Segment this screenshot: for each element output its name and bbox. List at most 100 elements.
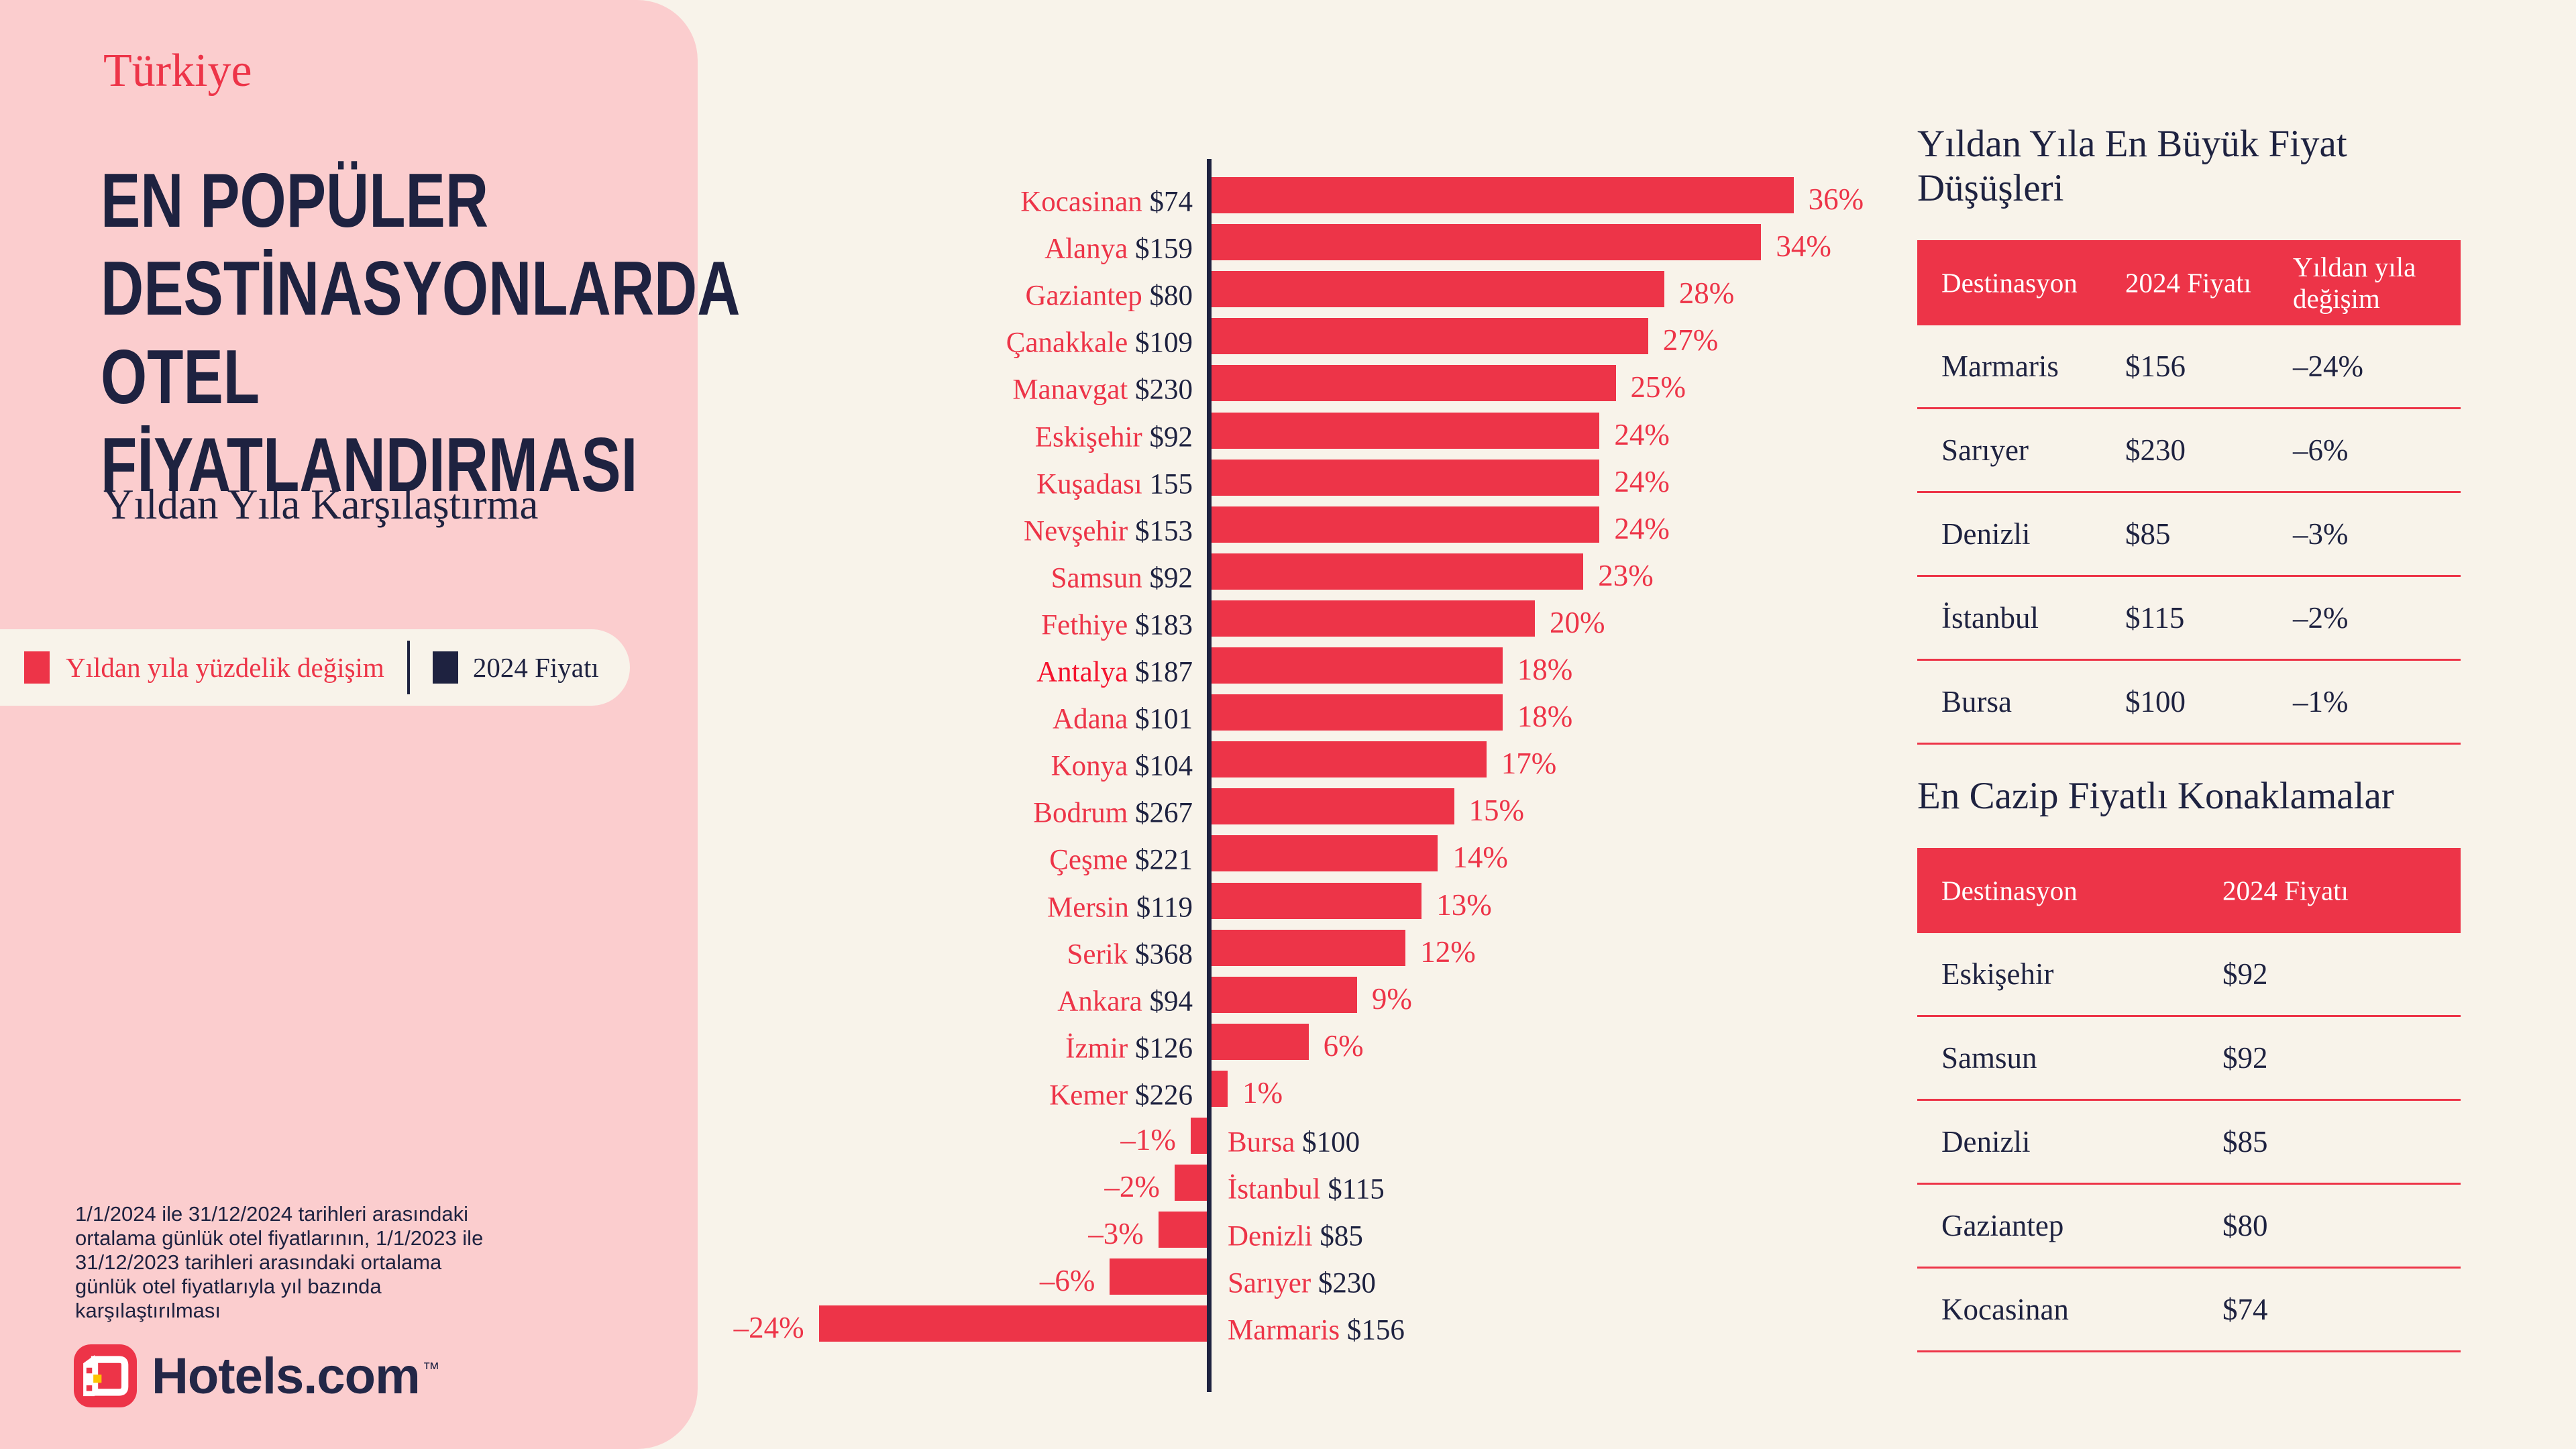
bar-label-İstanbul: İstanbul $115: [1228, 1173, 1385, 1206]
legend-swatch-change: [24, 651, 50, 684]
price-2024: $368: [1128, 938, 1193, 971]
table-row: Denizli $85: [1917, 1101, 2461, 1185]
pct-label-Serik: 12%: [1420, 934, 1476, 969]
city-name: Serik: [1067, 938, 1128, 971]
cell-destination: Samsun: [1941, 1041, 2037, 1075]
city-name: Konya: [1051, 750, 1128, 782]
table-row: Marmaris $156 –24%: [1917, 325, 2461, 409]
price-2024: $226: [1128, 1079, 1193, 1112]
bar-label-Çeşme: Çeşme $221: [1049, 844, 1193, 877]
bar-label-Bodrum: Bodrum $267: [1033, 797, 1193, 830]
bar-label-Kemer: Kemer $226: [1049, 1079, 1193, 1112]
pct-label-İstanbul: –2%: [1104, 1170, 1160, 1204]
pct-label-Denizli: –3%: [1088, 1217, 1144, 1251]
city-name: Fethiye: [1041, 609, 1128, 641]
pct-label-Alanya: 34%: [1776, 229, 1831, 264]
bar-Bodrum: [1212, 788, 1454, 825]
table-title: En Cazip Fiyatlı Konaklamalar: [1917, 775, 2394, 817]
city-name: İstanbul: [1228, 1173, 1321, 1205]
bar-label-Samsun: Samsun $92: [1051, 561, 1193, 594]
bar-label-Eskişehir: Eskişehir $92: [1035, 421, 1193, 453]
city-name: Manavgat: [1012, 374, 1128, 406]
price-2024: $230: [1311, 1267, 1376, 1299]
bar-Kocasinan: [1212, 177, 1794, 213]
city-name: Antalya: [1036, 656, 1128, 688]
table-body: Eskişehir $92 Samsun $92 Denizli $85 Gaziantep…: [1917, 933, 2461, 1352]
price-2024: $85: [1312, 1220, 1363, 1252]
page-subtitle: Yıldan Yıla Karşılaştırma: [103, 481, 539, 528]
price-2024: $115: [1320, 1173, 1385, 1205]
table-row: Gaziantep $80: [1917, 1185, 2461, 1269]
hotels-com-icon: [74, 1344, 137, 1407]
price-2024: $104: [1128, 750, 1193, 782]
bar-label-Bursa: Bursa $100: [1228, 1126, 1360, 1159]
cell-destination: İstanbul: [1941, 601, 2039, 635]
bar-Gaziantep: [1212, 271, 1664, 308]
price-2024: $267: [1128, 797, 1193, 829]
pct-label-Eskişehir: 24%: [1614, 417, 1670, 451]
price-2024: $100: [1295, 1126, 1360, 1159]
logo-text: Hotels.com: [152, 1347, 421, 1405]
city-name: Gaziantep: [1025, 280, 1142, 312]
table-row: Sarıyer $230 –6%: [1917, 409, 2461, 493]
trademark: ™: [422, 1358, 440, 1379]
cell-destination: Gaziantep: [1941, 1209, 2064, 1242]
cell-destination: Eskişehir: [1941, 957, 2054, 991]
bar-label-Mersin: Mersin $119: [1047, 891, 1193, 924]
pct-label-Bodrum: 15%: [1468, 794, 1525, 828]
bar-Antalya: [1212, 647, 1503, 684]
bar-label-Alanya: Alanya $159: [1044, 233, 1193, 266]
price-2024: $80: [1142, 280, 1193, 312]
pct-label-İzmir: 6%: [1323, 1028, 1364, 1063]
pct-label-Gaziantep: 28%: [1678, 276, 1735, 311]
table-row: Denizli $85 –3%: [1917, 493, 2461, 577]
city-name: Alanya: [1044, 233, 1128, 265]
footnote: 1/1/2024 ile 31/12/2024 tarihleri arasın…: [75, 1202, 484, 1322]
bar-Denizli: [1158, 1212, 1207, 1248]
bar-label-Serik: Serik $368: [1067, 938, 1193, 971]
pct-label-Fethiye: 20%: [1550, 605, 1605, 639]
table-row: Bursa $100 –1%: [1917, 661, 2461, 745]
bar-Adana: [1212, 694, 1503, 731]
city-name: Bursa: [1228, 1126, 1295, 1159]
legend-divider: [407, 641, 410, 694]
pct-label-Bursa: –1%: [1120, 1123, 1176, 1157]
bar-label-Çanakkale: Çanakkale $109: [1006, 327, 1193, 360]
city-name: Çeşme: [1049, 844, 1128, 876]
bar-label-Denizli: Denizli $85: [1228, 1220, 1363, 1253]
pct-label-Nevşehir: 24%: [1614, 511, 1670, 545]
price-2024: $92: [1142, 421, 1193, 453]
bar-İzmir: [1212, 1023, 1309, 1060]
bar-label-Konya: Konya $104: [1051, 750, 1193, 783]
price-2024: $156: [1340, 1314, 1405, 1346]
pct-label-Adana: 18%: [1517, 700, 1573, 734]
brand-logo: Hotels.com ™: [74, 1344, 440, 1407]
price-2024: $183: [1128, 609, 1193, 641]
cell-change: –2%: [2293, 601, 2349, 635]
bar-Nevşehir: [1212, 506, 1600, 543]
price-2024: $109: [1128, 327, 1193, 359]
pct-label-Samsun: 23%: [1598, 558, 1654, 592]
legend-label-price: 2024 Fiyatı: [472, 652, 599, 683]
city-name: Kocasinan: [1020, 186, 1142, 218]
cell-price: $80: [2222, 1209, 2268, 1242]
bar-İstanbul: [1174, 1165, 1207, 1201]
cell-change: –1%: [2293, 685, 2349, 718]
bar-Kuşadası: [1212, 459, 1600, 496]
bar-label-Fethiye: Fethiye $183: [1041, 608, 1193, 641]
axis-line: [1207, 159, 1212, 1392]
bar-label-Manavgat: Manavgat $230: [1012, 374, 1193, 407]
cell-price: $74: [2222, 1293, 2268, 1326]
bar-Kemer: [1212, 1070, 1228, 1107]
pct-label-Konya: 17%: [1501, 747, 1557, 781]
pct-label-Antalya: 18%: [1517, 653, 1573, 686]
cell-change: –24%: [2293, 350, 2363, 383]
bar-Samsun: [1212, 553, 1584, 590]
cell-price: $85: [2125, 517, 2171, 551]
city-name: İzmir: [1065, 1032, 1128, 1065]
price-2024: $74: [1142, 186, 1193, 218]
page-title: EN POPÜLER DESTİNASYONLARDA OTEL FİYATLA…: [101, 158, 741, 508]
table-header: Destinasyon 2024 Fiyatı Yıldan yıla değişi…: [1917, 240, 2461, 325]
city-name: Mersin: [1047, 892, 1129, 923]
bar-label-Kuşadası: Kuşadası 155: [1036, 468, 1193, 500]
